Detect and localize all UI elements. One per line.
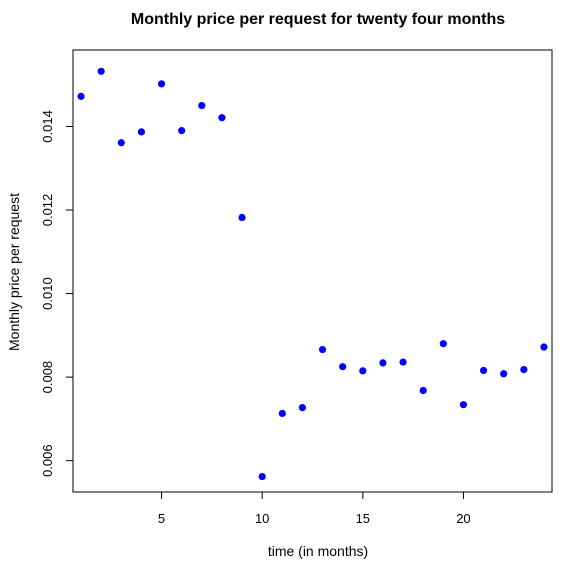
data-point [157,80,166,88]
y-tick-label: 0.014 [40,110,55,143]
plot-frame [72,49,553,493]
x-axis-label: time (in months) [268,543,368,559]
data-point [540,343,548,351]
y-axis: 0.006 0.008 0.010 0.012 0.014 [40,110,73,477]
data-point [339,363,347,371]
y-tick-label: 0.012 [40,194,55,227]
x-tick-label: 15 [356,511,370,526]
data-point [479,366,488,375]
data-point [318,345,327,354]
data-point [439,340,447,348]
x-axis: 5 10 15 20 [158,492,471,526]
y-axis-label: Monthly price per request [6,193,22,351]
x-tick-label: 5 [158,511,165,526]
chart-title: Monthly price per request for twenty fou… [131,11,505,28]
data-point [77,92,85,100]
data-point [419,386,427,395]
y-tick-label: 0.006 [40,444,55,477]
y-tick-label: 0.008 [40,361,55,394]
y-tick-label: 0.010 [40,277,55,310]
data-point [97,67,105,75]
data-point [137,128,146,136]
data-point [178,127,186,135]
data-point [520,365,528,374]
data-point [117,139,125,147]
data-point [278,409,286,418]
data-point [500,370,508,378]
data-point [258,472,266,481]
data-point [459,401,468,409]
data-points [77,67,548,481]
data-point [298,404,307,412]
data-point [359,367,367,375]
data-point [379,359,387,367]
plot-area: 5 10 15 20 0.006 0.008 0.010 0.012 0.014 [40,49,553,526]
data-point [238,213,246,222]
data-point [399,358,407,366]
data-point [198,101,206,110]
x-tick-label: 20 [456,511,470,526]
x-tick-label: 10 [255,511,269,526]
data-point [218,114,226,122]
